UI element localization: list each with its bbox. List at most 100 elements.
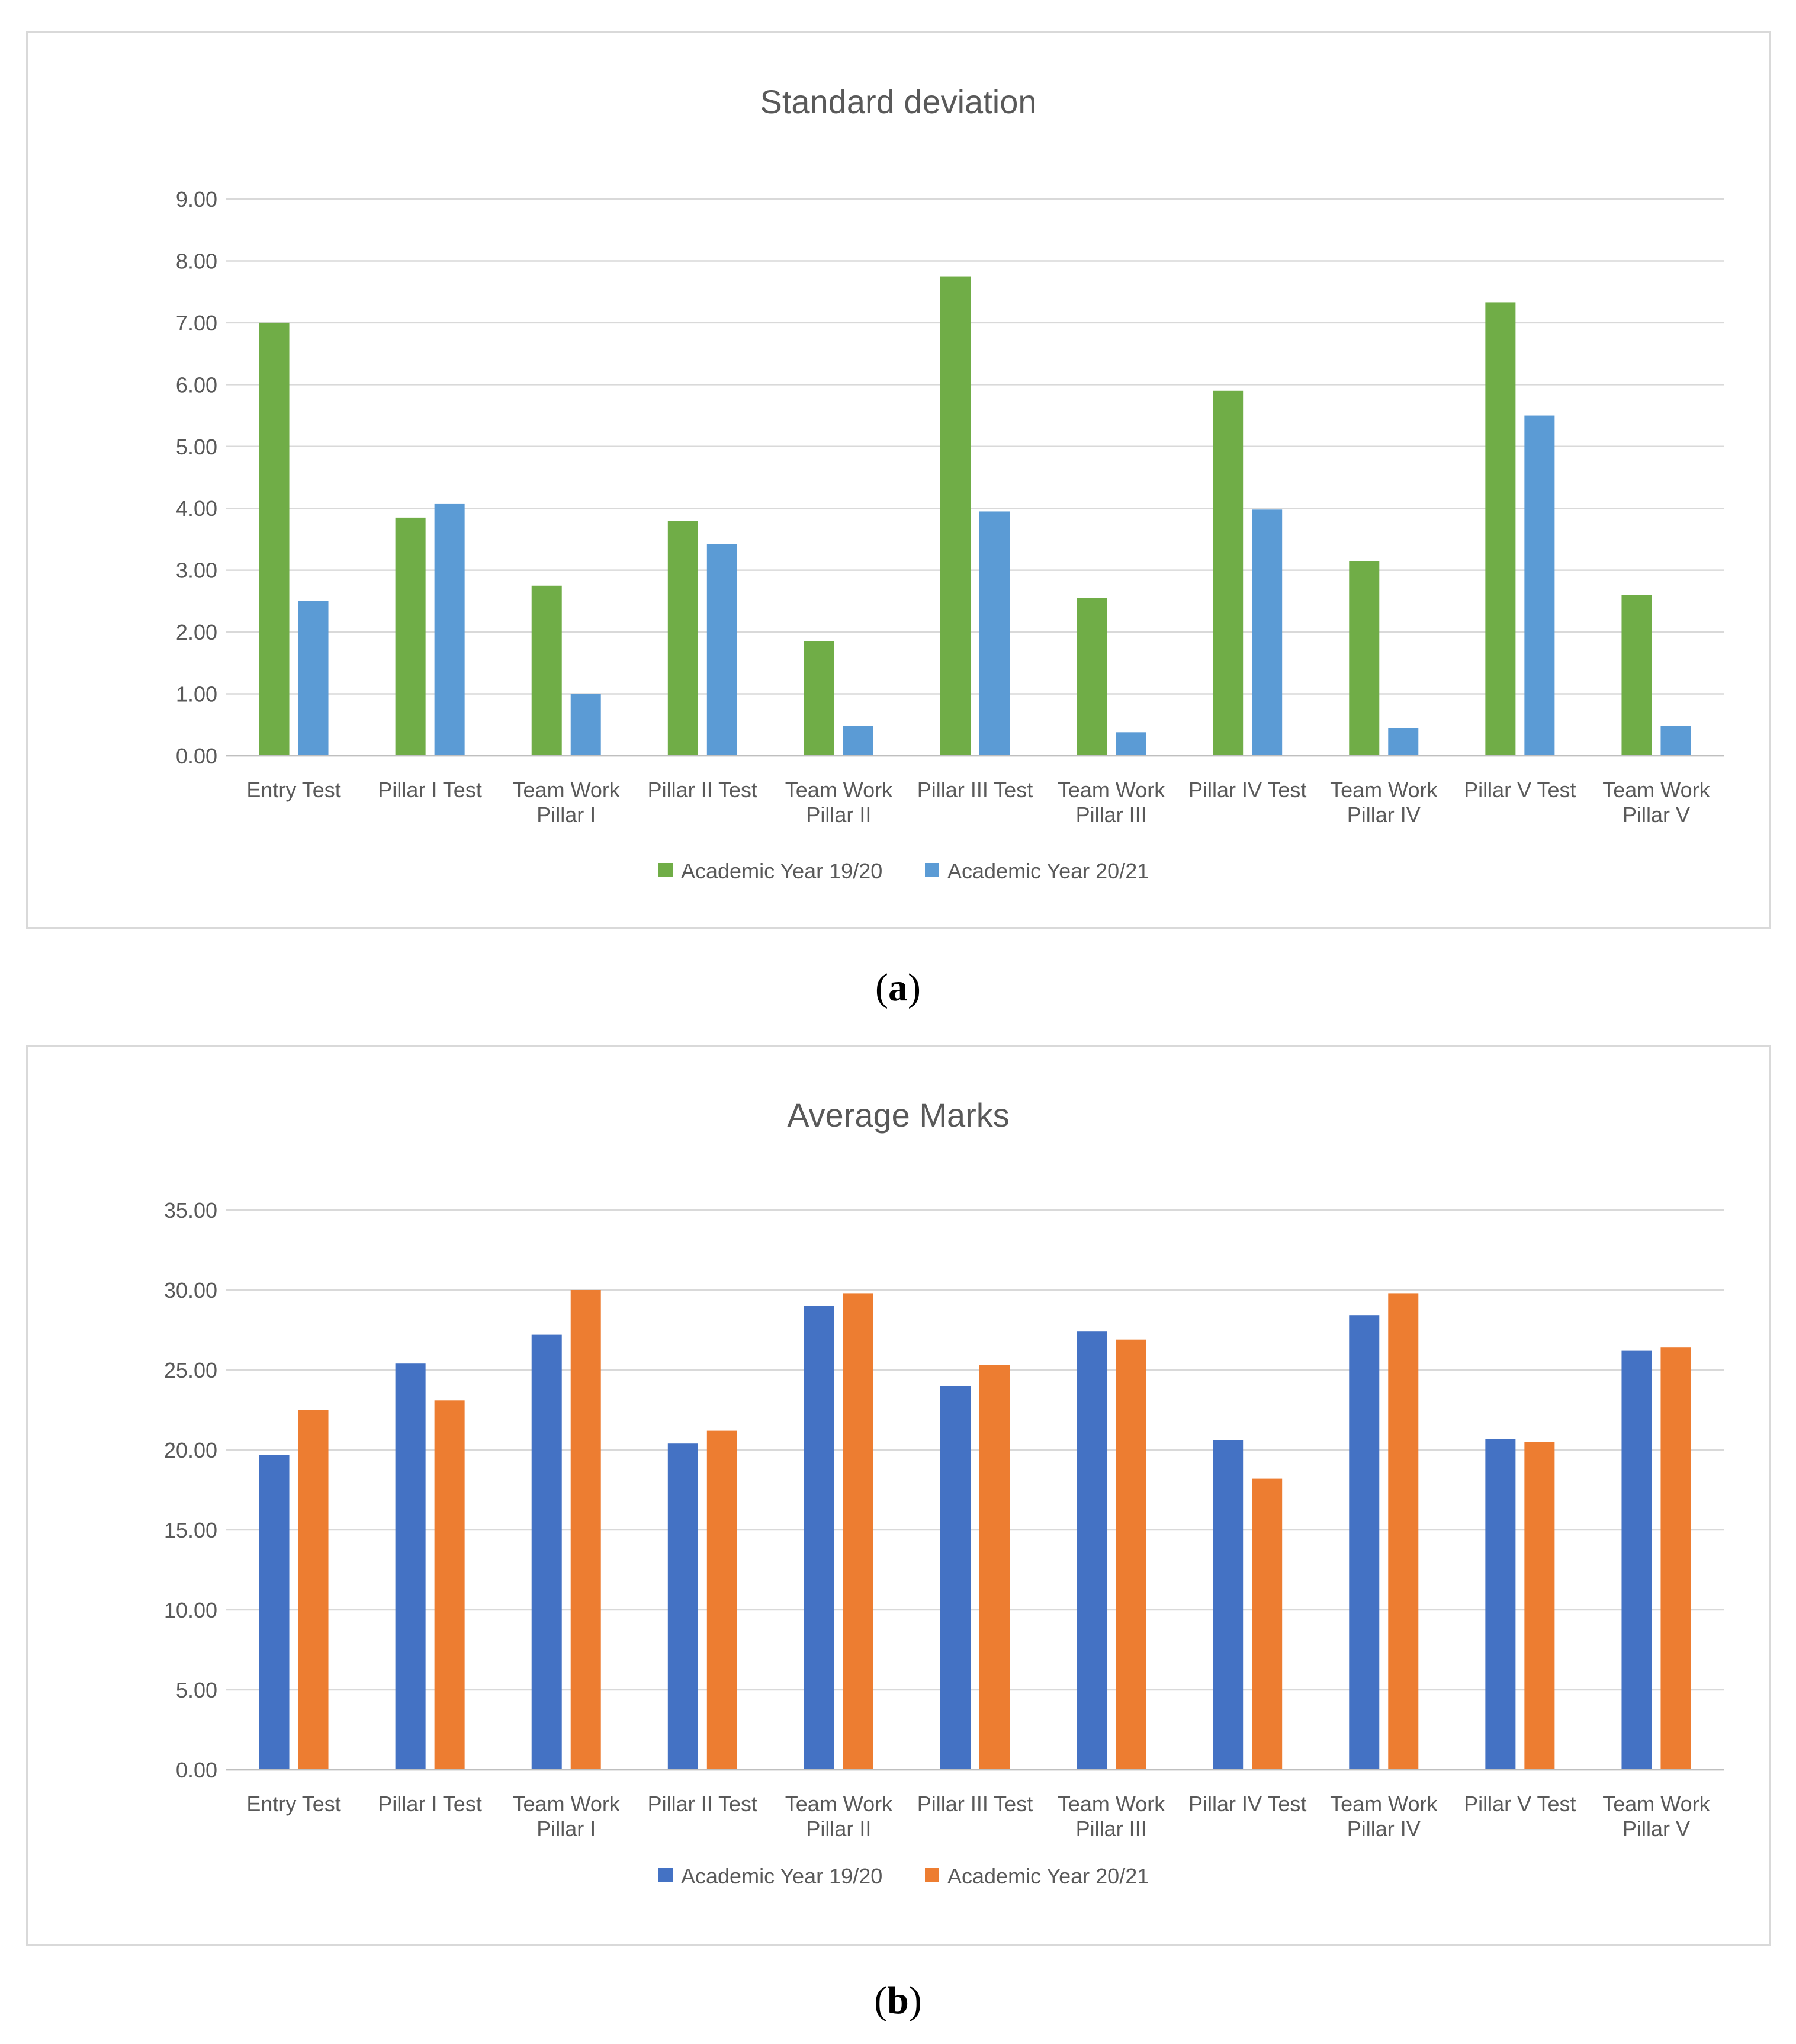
bar-academic-year-20-21-0 xyxy=(298,1410,329,1770)
y-tick-label: 8.00 xyxy=(176,249,217,273)
x-category-label: Pillar II Test xyxy=(648,1792,757,1816)
bar-academic-year-20-21-6 xyxy=(1116,1339,1146,1770)
bar-academic-year-20-21-2 xyxy=(570,694,601,756)
x-category-label: Team Work Pillar I xyxy=(513,1792,621,1841)
legend-label: Academic Year 19/20 xyxy=(681,1864,882,1888)
legend-swatch xyxy=(658,1868,673,1882)
bar-academic-year-19-20-2 xyxy=(531,585,562,756)
bar-academic-year-19-20-9 xyxy=(1485,302,1516,756)
y-tick-label: 9.00 xyxy=(176,187,217,211)
bar-academic-year-20-21-6 xyxy=(1116,732,1146,756)
legend-swatch xyxy=(925,1868,939,1882)
x-category-label: Entry Test xyxy=(246,1792,340,1816)
bar-academic-year-19-20-4 xyxy=(804,641,834,756)
x-category-label: Pillar I Test xyxy=(378,778,481,802)
x-category-label: Pillar IV Test xyxy=(1188,1792,1306,1816)
y-tick-label: 10.00 xyxy=(164,1598,217,1622)
x-category-label: Team Work Pillar III xyxy=(1058,1792,1165,1841)
bar-academic-year-20-21-7 xyxy=(1252,1478,1283,1770)
y-tick-label: 5.00 xyxy=(176,435,217,459)
y-tick-label: 0.00 xyxy=(176,744,217,768)
legend-swatch xyxy=(925,863,939,877)
bar-academic-year-19-20-8 xyxy=(1349,561,1380,756)
x-category-label: Team Work Pillar IV xyxy=(1330,1792,1438,1841)
legend-label: Academic Year 20/21 xyxy=(947,859,1149,883)
y-tick-label: 15.00 xyxy=(164,1518,217,1542)
chart-title: Standard deviation xyxy=(760,83,1036,120)
bar-academic-year-19-20-0 xyxy=(259,1455,290,1770)
x-category-label: Entry Test xyxy=(246,778,340,802)
chart-panel-average-marks: Average Marks 0.00 5.00 10.00 15.00 20.00 25.0… xyxy=(26,1045,1771,1946)
y-tick-label: 6.00 xyxy=(176,373,217,397)
y-tick-label: 5.00 xyxy=(176,1678,217,1702)
standard-deviation-chart: Standard deviation 0.00 1.00 2.00 3.00 4.00 5.… xyxy=(176,83,1724,883)
bar-academic-year-20-21-8 xyxy=(1388,728,1419,756)
bar-academic-year-20-21-0 xyxy=(298,601,329,756)
bar-academic-year-20-21-3 xyxy=(706,1430,737,1770)
y-tick-label: 7.00 xyxy=(176,311,217,335)
bar-academic-year-19-20-9 xyxy=(1485,1439,1516,1770)
x-category-label: Team Work Pillar IV xyxy=(1330,778,1438,827)
bar-academic-year-19-20-2 xyxy=(531,1334,562,1770)
y-tick-label: 3.00 xyxy=(176,559,217,583)
x-category-label: Pillar III Test xyxy=(917,778,1033,802)
bar-academic-year-20-21-4 xyxy=(843,726,873,756)
x-category-label: Pillar II Test xyxy=(648,778,757,802)
chart-title: Average Marks xyxy=(787,1096,1010,1134)
y-tick-label: 0.00 xyxy=(176,1758,217,1782)
legend-label: Academic Year 20/21 xyxy=(947,1864,1149,1888)
bar-academic-year-19-20-7 xyxy=(1213,390,1244,756)
x-category-label: Pillar I Test xyxy=(378,1792,481,1816)
caption-b: (b) xyxy=(874,1979,922,2022)
x-category-label: Pillar III Test xyxy=(917,1792,1033,1816)
bar-academic-year-20-21-9 xyxy=(1524,1442,1555,1770)
bar-academic-year-19-20-3 xyxy=(667,521,698,756)
bar-academic-year-19-20-10 xyxy=(1621,595,1652,756)
bar-academic-year-20-21-5 xyxy=(979,1365,1010,1770)
y-tick-label: 2.00 xyxy=(176,620,217,644)
bar-academic-year-20-21-5 xyxy=(979,511,1010,756)
bar-academic-year-19-20-5 xyxy=(940,1386,971,1770)
x-category-label: Team Work Pillar III xyxy=(1058,778,1165,827)
chart-panel-standard-deviation: Standard deviation 0.00 1.00 2.00 3.00 4.00 5.… xyxy=(26,31,1771,929)
y-tick-label: 1.00 xyxy=(176,682,217,707)
x-category-label: Team Work Pillar II xyxy=(785,778,893,827)
bar-academic-year-20-21-1 xyxy=(434,503,465,756)
bar-academic-year-20-21-10 xyxy=(1660,1347,1691,1770)
bar-academic-year-19-20-6 xyxy=(1077,598,1107,756)
bar-academic-year-20-21-9 xyxy=(1524,415,1555,756)
x-category-label: Pillar V Test xyxy=(1464,1792,1576,1816)
average-marks-chart: Average Marks 0.00 5.00 10.00 15.00 20.00 25.0… xyxy=(164,1096,1724,1888)
bar-academic-year-19-20-4 xyxy=(804,1306,834,1770)
bar-academic-year-19-20-1 xyxy=(395,517,426,756)
x-category-label: Pillar V Test xyxy=(1464,778,1576,802)
legend-swatch xyxy=(658,863,673,877)
y-tick-label: 20.00 xyxy=(164,1438,217,1462)
y-tick-label: 4.00 xyxy=(176,496,217,521)
bar-academic-year-19-20-5 xyxy=(940,276,971,756)
x-category-label: Pillar IV Test xyxy=(1188,778,1306,802)
bar-academic-year-20-21-1 xyxy=(434,1400,465,1770)
caption-a-letter: a xyxy=(888,966,908,1009)
x-category-label: Team Work Pillar V xyxy=(1602,1792,1710,1841)
caption-b-letter: b xyxy=(887,1979,909,2022)
bar-academic-year-20-21-8 xyxy=(1388,1293,1419,1770)
x-category-label: Team Work Pillar II xyxy=(785,1792,893,1841)
bar-academic-year-20-21-2 xyxy=(570,1290,601,1770)
bar-academic-year-20-21-10 xyxy=(1660,726,1691,756)
legend-label: Academic Year 19/20 xyxy=(681,859,882,883)
x-category-label: Team Work Pillar I xyxy=(513,778,621,827)
bar-academic-year-19-20-7 xyxy=(1213,1440,1244,1770)
caption-a: (a) xyxy=(875,966,921,1009)
bar-academic-year-19-20-0 xyxy=(259,322,290,756)
y-tick-label: 25.00 xyxy=(164,1358,217,1382)
bar-academic-year-20-21-3 xyxy=(706,544,737,756)
bar-academic-year-20-21-7 xyxy=(1252,509,1283,756)
bar-academic-year-20-21-4 xyxy=(843,1293,873,1770)
y-tick-label: 35.00 xyxy=(164,1198,217,1222)
bar-academic-year-19-20-8 xyxy=(1349,1315,1380,1770)
bar-academic-year-19-20-3 xyxy=(667,1443,698,1770)
bar-academic-year-19-20-6 xyxy=(1077,1331,1107,1770)
y-tick-label: 30.00 xyxy=(164,1278,217,1302)
x-category-label: Team Work Pillar V xyxy=(1602,778,1710,827)
